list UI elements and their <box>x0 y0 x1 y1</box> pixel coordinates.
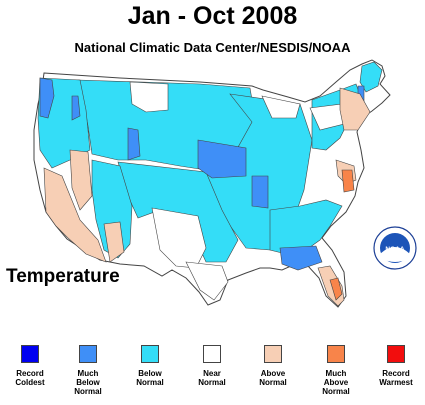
region-southeast <box>269 199 343 255</box>
legend-label: Much Below Normal <box>74 369 102 396</box>
region-mid-atlantic <box>341 169 355 193</box>
legend-swatch <box>141 345 159 363</box>
region-south-florida <box>329 277 343 301</box>
legend-item: Record Warmest <box>366 345 425 387</box>
legend-swatch <box>387 345 405 363</box>
legend-label: Much Above Normal <box>322 369 350 396</box>
region-texas-south <box>185 261 229 301</box>
region-new-england <box>339 87 371 131</box>
legend: Record Coldest Much Below Normal Below Nor… <box>0 345 425 400</box>
noaa-logo-text: NOAA <box>385 246 404 253</box>
map-title: Jan - Oct 2008 <box>127 2 298 30</box>
map-subtitle: National Climatic Data Center/NESDIS/NOA… <box>74 40 351 55</box>
legend-item: Record Coldest <box>0 345 60 387</box>
legend-item: Much Below Normal <box>58 345 118 396</box>
region-washington-coast <box>39 77 55 119</box>
region-nevada <box>69 149 93 211</box>
region-california <box>43 167 107 263</box>
legend-swatch <box>79 345 97 363</box>
legend-swatch <box>21 345 39 363</box>
noaa-logo: NOAA <box>373 226 417 270</box>
legend-label: Below Normal <box>136 369 164 387</box>
noaa-seal-icon: NOAA <box>373 226 417 270</box>
legend-label: Near Normal <box>198 369 226 387</box>
region-ohio-valley <box>251 175 269 209</box>
region-arizona <box>103 221 125 263</box>
legend-swatch <box>264 345 282 363</box>
variable-label: Temperature <box>6 266 120 287</box>
region-louisiana <box>279 245 323 271</box>
region-idaho <box>127 127 141 161</box>
legend-label: Record Warmest <box>379 369 413 387</box>
region-montana <box>129 81 169 113</box>
region-inland-northwest <box>71 95 81 121</box>
region-mountains <box>91 159 133 259</box>
region-great-lakes <box>261 95 301 119</box>
region-maine <box>359 61 383 93</box>
legend-item: Above Normal <box>243 345 303 387</box>
legend-label: Record Coldest <box>15 369 45 387</box>
legend-item: Below Normal <box>120 345 180 387</box>
legend-item: Much Above Normal <box>306 345 366 396</box>
legend-item: Near Normal <box>182 345 242 387</box>
legend-label: Above Normal <box>259 369 287 387</box>
legend-swatch <box>203 345 221 363</box>
region-kansas <box>197 139 247 179</box>
legend-swatch <box>327 345 345 363</box>
